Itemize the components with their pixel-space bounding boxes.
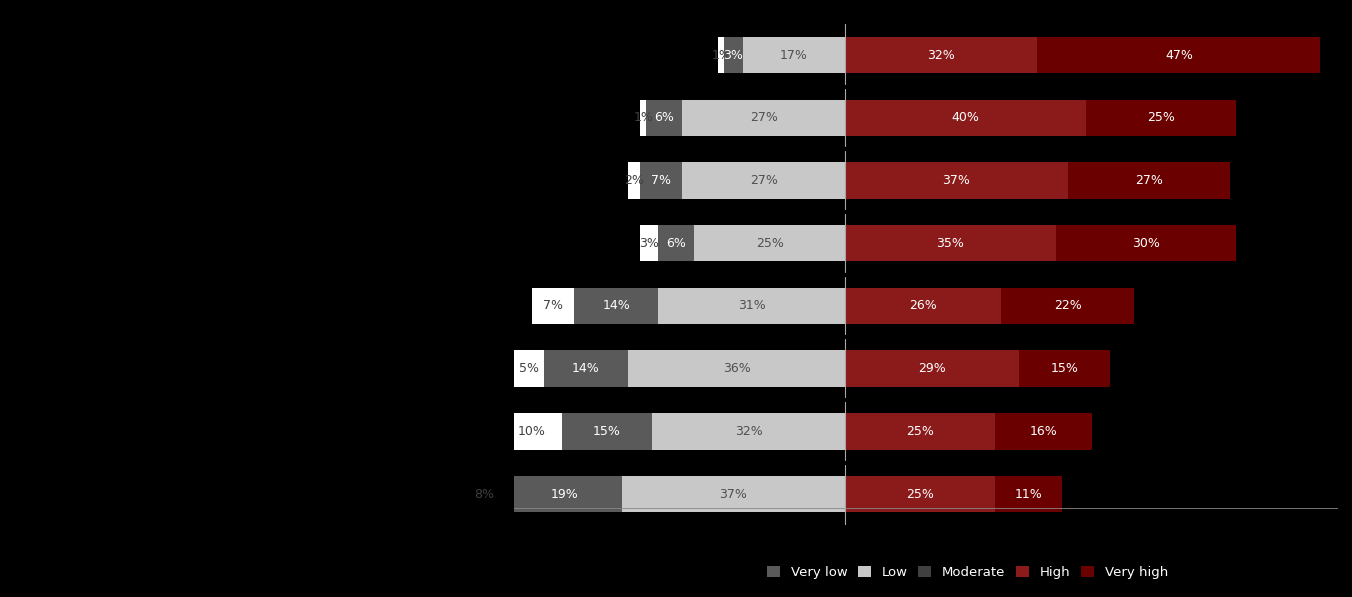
Bar bbox=[575, 288, 658, 324]
Text: 25%: 25% bbox=[756, 237, 784, 250]
Bar bbox=[1086, 100, 1236, 136]
Bar bbox=[1068, 162, 1230, 199]
Text: 14%: 14% bbox=[602, 300, 630, 312]
Bar bbox=[658, 288, 845, 324]
Text: 14%: 14% bbox=[572, 362, 600, 375]
Bar bbox=[995, 413, 1091, 450]
Text: 1%: 1% bbox=[711, 49, 731, 61]
Legend: Very low, Low, Moderate, High, Very high: Very low, Low, Moderate, High, Very high bbox=[761, 561, 1174, 584]
Bar bbox=[845, 100, 1086, 136]
Bar bbox=[845, 413, 995, 450]
Bar bbox=[1056, 225, 1236, 261]
Text: 25%: 25% bbox=[906, 425, 934, 438]
Bar bbox=[508, 476, 622, 512]
Bar bbox=[995, 476, 1061, 512]
Text: 8%: 8% bbox=[473, 488, 493, 500]
Bar bbox=[1037, 37, 1321, 73]
Bar bbox=[531, 288, 575, 324]
Text: 37%: 37% bbox=[719, 488, 748, 500]
Text: 15%: 15% bbox=[1051, 362, 1079, 375]
Text: 15%: 15% bbox=[594, 425, 621, 438]
Text: 19%: 19% bbox=[552, 488, 579, 500]
Bar bbox=[845, 162, 1068, 199]
Text: 2%: 2% bbox=[625, 174, 644, 187]
Text: 7%: 7% bbox=[652, 174, 671, 187]
Text: 37%: 37% bbox=[942, 174, 971, 187]
Text: 35%: 35% bbox=[937, 237, 964, 250]
Text: 6%: 6% bbox=[654, 112, 675, 124]
Text: 17%: 17% bbox=[780, 49, 807, 61]
Text: 16%: 16% bbox=[1030, 425, 1057, 438]
Bar bbox=[641, 162, 683, 199]
Bar bbox=[845, 225, 1056, 261]
Bar bbox=[845, 350, 1019, 387]
Bar bbox=[629, 162, 641, 199]
Text: 27%: 27% bbox=[749, 112, 777, 124]
Bar bbox=[641, 100, 646, 136]
Text: 40%: 40% bbox=[952, 112, 979, 124]
Bar bbox=[845, 288, 1002, 324]
Bar bbox=[742, 37, 845, 73]
Text: 6%: 6% bbox=[667, 237, 687, 250]
Bar bbox=[646, 100, 683, 136]
Text: 26%: 26% bbox=[910, 300, 937, 312]
Bar bbox=[718, 37, 725, 73]
Text: 27%: 27% bbox=[749, 174, 777, 187]
Bar bbox=[652, 413, 845, 450]
Text: 32%: 32% bbox=[734, 425, 763, 438]
Bar bbox=[658, 225, 695, 261]
Bar bbox=[622, 476, 845, 512]
Text: 1%: 1% bbox=[633, 112, 653, 124]
Text: 25%: 25% bbox=[1146, 112, 1175, 124]
Bar bbox=[695, 225, 845, 261]
Bar bbox=[641, 225, 658, 261]
Text: 30%: 30% bbox=[1132, 237, 1160, 250]
Text: 5%: 5% bbox=[519, 362, 539, 375]
Text: 3%: 3% bbox=[723, 49, 744, 61]
Bar bbox=[544, 350, 629, 387]
Bar bbox=[1002, 288, 1134, 324]
Text: 47%: 47% bbox=[1165, 49, 1192, 61]
Text: 22%: 22% bbox=[1053, 300, 1082, 312]
Bar bbox=[845, 37, 1037, 73]
Bar bbox=[845, 476, 995, 512]
Text: 25%: 25% bbox=[906, 488, 934, 500]
Text: 27%: 27% bbox=[1134, 174, 1163, 187]
Text: 11%: 11% bbox=[1014, 488, 1042, 500]
Text: 32%: 32% bbox=[927, 49, 955, 61]
Bar bbox=[683, 162, 845, 199]
Text: 10%: 10% bbox=[518, 425, 546, 438]
Bar bbox=[502, 413, 562, 450]
Text: 7%: 7% bbox=[544, 300, 562, 312]
Bar bbox=[562, 413, 652, 450]
Bar bbox=[1019, 350, 1110, 387]
Bar bbox=[683, 100, 845, 136]
Text: 36%: 36% bbox=[722, 362, 750, 375]
Text: 29%: 29% bbox=[918, 362, 946, 375]
Text: 31%: 31% bbox=[738, 300, 765, 312]
Bar bbox=[514, 350, 544, 387]
Bar bbox=[629, 350, 845, 387]
Bar bbox=[725, 37, 742, 73]
Text: 3%: 3% bbox=[639, 237, 660, 250]
Bar bbox=[460, 476, 508, 512]
